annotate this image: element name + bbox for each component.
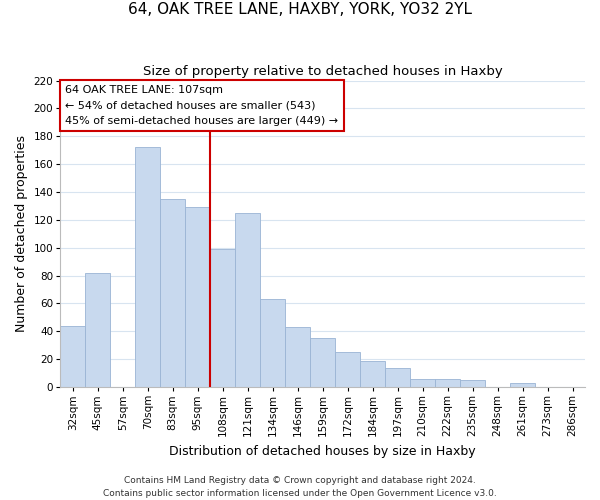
Bar xyxy=(360,360,385,387)
Bar xyxy=(235,213,260,387)
Bar xyxy=(60,326,85,387)
Bar xyxy=(435,378,460,387)
Text: 64 OAK TREE LANE: 107sqm
← 54% of detached houses are smaller (543)
45% of semi-: 64 OAK TREE LANE: 107sqm ← 54% of detach… xyxy=(65,85,338,126)
Text: 64, OAK TREE LANE, HAXBY, YORK, YO32 2YL: 64, OAK TREE LANE, HAXBY, YORK, YO32 2YL xyxy=(128,2,472,18)
Bar xyxy=(460,380,485,387)
Bar xyxy=(185,208,210,387)
Bar xyxy=(135,148,160,387)
Bar xyxy=(285,327,310,387)
Y-axis label: Number of detached properties: Number of detached properties xyxy=(15,136,28,332)
Bar xyxy=(335,352,360,387)
Bar xyxy=(410,378,435,387)
Bar xyxy=(385,368,410,387)
Bar xyxy=(210,249,235,387)
Bar xyxy=(510,383,535,387)
Bar xyxy=(85,273,110,387)
Bar xyxy=(260,300,285,387)
Bar xyxy=(160,199,185,387)
Bar xyxy=(310,338,335,387)
Text: Contains HM Land Registry data © Crown copyright and database right 2024.
Contai: Contains HM Land Registry data © Crown c… xyxy=(103,476,497,498)
X-axis label: Distribution of detached houses by size in Haxby: Distribution of detached houses by size … xyxy=(169,444,476,458)
Title: Size of property relative to detached houses in Haxby: Size of property relative to detached ho… xyxy=(143,65,503,78)
